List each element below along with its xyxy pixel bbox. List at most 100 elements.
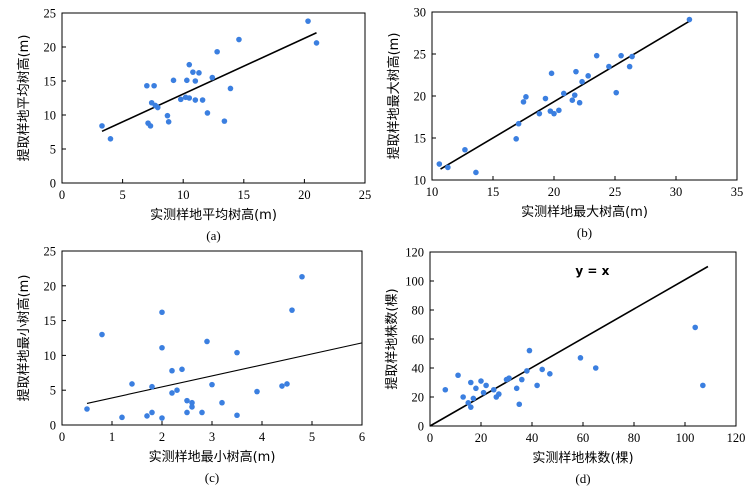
y-tick-label: 10 (44, 349, 57, 363)
y-tick-label: 0 (50, 419, 56, 433)
data-point (149, 409, 155, 416)
y-tick-label: 0 (418, 420, 424, 434)
data-point (606, 63, 612, 70)
x-tick-label: 120 (727, 431, 746, 445)
data-point (165, 119, 172, 125)
x-tick-label: 80 (628, 431, 641, 445)
data-point (571, 92, 578, 98)
data-point (455, 372, 461, 379)
data-point (144, 413, 150, 419)
x-tick-label: 35 (731, 185, 744, 199)
data-point (513, 136, 519, 142)
data-point (523, 94, 529, 100)
x-tick-label: 15 (238, 188, 251, 202)
plot-frame (61, 12, 366, 184)
data-point (169, 390, 175, 396)
data-point (576, 99, 583, 106)
fit-line (86, 342, 363, 404)
data-point (490, 386, 497, 393)
annotation-label: y = x (575, 264, 609, 278)
data-point (506, 375, 512, 381)
data-point (700, 382, 706, 389)
y-tick-label: 15 (44, 314, 57, 328)
y-tick-label: 30 (414, 6, 427, 20)
data-point (483, 382, 489, 389)
data-point (149, 383, 155, 390)
data-point (199, 97, 206, 103)
data-point (159, 344, 165, 351)
data-point (196, 70, 202, 76)
data-point (560, 90, 567, 97)
data-point (234, 349, 240, 356)
data-point (305, 18, 311, 24)
data-point (170, 77, 177, 84)
data-point (174, 387, 180, 394)
data-point (569, 97, 576, 103)
data-point (548, 70, 555, 77)
y-tick-label: 10 (414, 174, 427, 188)
y-axis-label: 提取样地最大树高(m) (386, 33, 402, 160)
data-point (107, 136, 114, 142)
data-point (169, 367, 175, 374)
y-tick-label: 40 (412, 362, 425, 376)
data-point (204, 338, 210, 345)
x-tick-label: 0 (427, 431, 433, 445)
data-point (189, 404, 195, 410)
data-point (626, 63, 633, 70)
data-point (186, 95, 193, 101)
x-tick-label: 4 (259, 430, 266, 444)
fit-line (101, 31, 317, 133)
data-point (573, 68, 579, 75)
data-point (629, 53, 635, 60)
data-point (547, 371, 553, 377)
y-tick-label: 20 (414, 90, 427, 104)
data-point (313, 40, 320, 46)
data-point (279, 383, 285, 389)
x-axis-label: 实测样地平均树高(m) (150, 207, 277, 223)
data-point (536, 110, 543, 117)
plot-frame (431, 11, 738, 181)
data-point (551, 110, 557, 117)
data-point (284, 381, 290, 387)
y-tick-label: 5 (50, 384, 56, 398)
data-point (445, 164, 451, 171)
data-point (515, 120, 522, 127)
x-tick-label: 40 (526, 431, 539, 445)
y-tick-label: 25 (44, 7, 57, 21)
y-tick-label: 5 (50, 143, 56, 157)
data-point (579, 78, 585, 85)
data-point (468, 404, 474, 410)
x-tick-label: 0 (59, 188, 65, 202)
x-tick-label: 20 (475, 431, 488, 445)
y-tick-label: 15 (414, 132, 427, 146)
data-point (189, 399, 195, 406)
x-axis-label: 实测样地株数(棵) (532, 451, 633, 466)
data-point (585, 73, 591, 79)
data-point (519, 376, 525, 383)
data-point (613, 89, 620, 96)
x-axis-label: 实测样地最小树高(m) (149, 449, 276, 465)
data-point (177, 96, 184, 103)
data-point (219, 399, 225, 406)
data-point (556, 107, 562, 114)
data-point (480, 389, 487, 396)
data-point (190, 69, 196, 75)
data-point (513, 385, 520, 392)
data-point (151, 82, 157, 89)
data-point (520, 99, 527, 105)
x-tick-label: 10 (426, 185, 439, 199)
data-point (119, 414, 125, 421)
data-point (164, 112, 171, 119)
data-point (524, 368, 530, 374)
data-point (186, 61, 193, 68)
data-point (221, 118, 228, 124)
x-tick-label: 0 (59, 430, 65, 444)
data-point (227, 85, 234, 92)
panel-label: (c) (205, 470, 219, 485)
data-point (184, 77, 190, 84)
data-point (534, 382, 540, 389)
data-point (496, 391, 502, 397)
data-point (460, 394, 466, 400)
x-tick-label: 10 (177, 188, 190, 202)
